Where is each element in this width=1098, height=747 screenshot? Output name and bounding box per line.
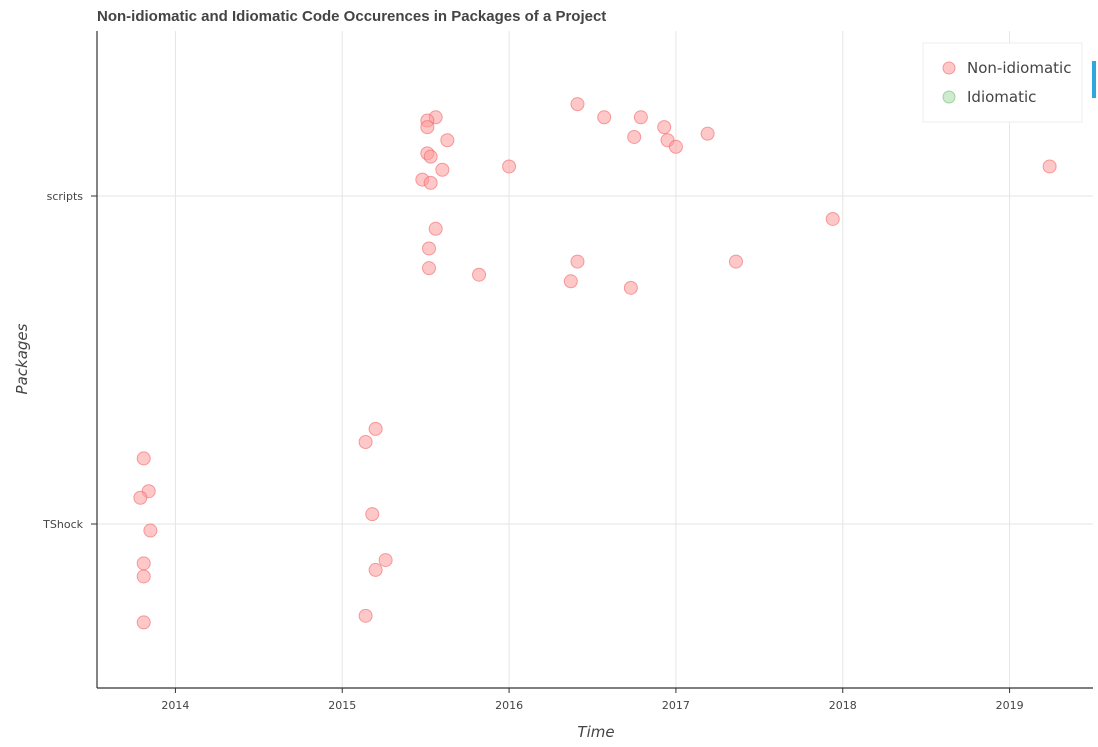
data-point[interactable] xyxy=(420,120,435,135)
data-point[interactable] xyxy=(136,615,151,630)
data-point[interactable] xyxy=(133,490,148,505)
data-point[interactable] xyxy=(368,562,383,577)
chart-title: Non-idiomatic and Idiomatic Code Occuren… xyxy=(97,8,606,25)
x-tick-label: 2015 xyxy=(328,699,356,712)
data-point[interactable] xyxy=(440,133,455,148)
data-point[interactable] xyxy=(627,129,642,144)
legend-marker-idiomatic xyxy=(942,90,956,104)
data-point[interactable] xyxy=(563,274,578,289)
legend[interactable]: Non-idiomatic Idiomatic xyxy=(922,42,1083,123)
y-axis-label: Packages xyxy=(13,323,31,394)
data-point[interactable] xyxy=(472,267,487,282)
legend-box xyxy=(922,42,1083,123)
data-point[interactable] xyxy=(825,211,840,226)
data-point[interactable] xyxy=(365,507,380,522)
data-point[interactable] xyxy=(136,556,151,571)
data-point[interactable] xyxy=(136,569,151,584)
data-point[interactable] xyxy=(657,120,672,135)
data-point[interactable] xyxy=(435,162,450,177)
data-point[interactable] xyxy=(358,435,373,449)
data-point[interactable] xyxy=(623,280,638,295)
grid xyxy=(97,31,1093,688)
data-point[interactable] xyxy=(700,126,715,141)
data-point[interactable] xyxy=(143,523,158,538)
legend-label-non-idiomatic[interactable]: Non-idiomatic xyxy=(967,59,1071,77)
data-point[interactable] xyxy=(570,97,585,112)
y-tick-label: TShock xyxy=(42,518,83,531)
data-point[interactable] xyxy=(136,451,151,466)
data-point[interactable] xyxy=(358,608,373,623)
x-axis-label: Time xyxy=(577,723,614,741)
x-tick-label: 2016 xyxy=(495,699,523,712)
data-point[interactable] xyxy=(378,553,393,568)
data-point[interactable] xyxy=(668,139,683,154)
x-tick-label: 2014 xyxy=(161,699,189,712)
data-point[interactable] xyxy=(633,110,648,125)
data-point[interactable] xyxy=(728,254,743,269)
data-point[interactable] xyxy=(428,221,443,236)
data-point[interactable] xyxy=(422,261,436,276)
data-point[interactable] xyxy=(423,149,438,164)
data-point[interactable] xyxy=(502,159,517,174)
y-tick-label: scripts xyxy=(47,190,84,203)
x-tick-label: 2019 xyxy=(996,699,1024,712)
data-point[interactable] xyxy=(1042,159,1057,174)
data-points xyxy=(133,97,1057,630)
data-point[interactable] xyxy=(422,241,436,256)
legend-label-idiomatic[interactable]: Idiomatic xyxy=(967,88,1036,106)
data-point[interactable] xyxy=(368,421,383,436)
x-ticks: 2014 2015 2016 2017 2018 2019 xyxy=(161,688,1024,712)
data-point[interactable] xyxy=(597,110,612,125)
scroll-indicator[interactable] xyxy=(1092,61,1096,98)
data-point[interactable] xyxy=(570,254,585,269)
x-tick-label: 2017 xyxy=(662,699,690,712)
axes xyxy=(96,31,1093,689)
y-ticks: TShock scripts xyxy=(42,190,97,531)
data-point[interactable] xyxy=(423,175,438,190)
x-tick-label: 2018 xyxy=(829,699,857,712)
legend-marker-non-idiomatic xyxy=(942,61,956,75)
